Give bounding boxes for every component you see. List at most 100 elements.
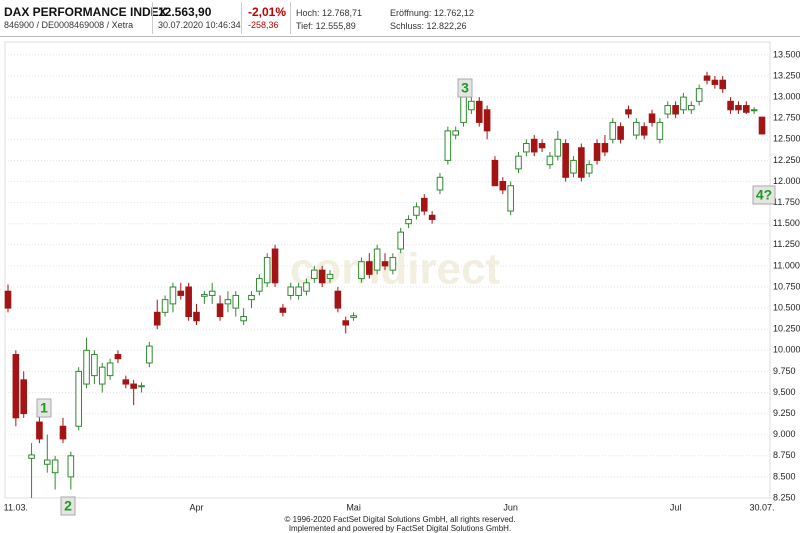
candle-body: [193, 311, 200, 322]
quote-header: DAX PERFORMANCE INDEX 846900 / DE0008469…: [0, 0, 800, 37]
day-low: Tief: 12.555,89: [296, 21, 356, 31]
candle-body: [295, 286, 302, 296]
candle-body: [216, 303, 224, 318]
candle-body: [609, 121, 617, 140]
x-tick-label: 11.03.: [4, 502, 28, 512]
candle-body: [491, 159, 499, 187]
candle-body: [554, 138, 562, 157]
candle-body: [688, 105, 695, 111]
candle-body: [153, 311, 161, 326]
candle-body: [12, 354, 20, 419]
candle-body: [51, 459, 59, 474]
x-tick-label: 30.07.: [749, 502, 774, 512]
y-tick-label: 9.250: [773, 408, 796, 418]
candle-body: [436, 176, 444, 191]
x-tick-label: Jul: [670, 502, 682, 512]
candle-body: [397, 231, 405, 250]
candle-body: [546, 155, 554, 166]
x-tick-label: Jun: [503, 502, 518, 512]
candle-body: [67, 455, 75, 478]
y-tick-label: 10.250: [773, 324, 800, 334]
y-tick-label: 11.750: [773, 197, 800, 207]
candle-body: [75, 370, 82, 427]
y-tick-label: 12.500: [773, 134, 800, 144]
y-tick-label: 8.500: [773, 471, 796, 481]
candle-body: [91, 354, 98, 377]
candle-body: [83, 349, 90, 385]
candle-body: [334, 290, 342, 309]
day-open: Eröffnung: 12.762,12: [390, 8, 474, 18]
candle-body: [562, 143, 569, 178]
candle-body: [208, 290, 216, 296]
y-tick-label: 8.250: [773, 492, 796, 502]
candle-body: [389, 256, 397, 271]
candle-body: [475, 100, 483, 123]
candle-body: [122, 379, 130, 385]
price: 12.563,90: [158, 5, 212, 19]
candle-body: [640, 126, 648, 136]
index-ids: 846900 / DE0008469008 / Xetra: [4, 20, 134, 30]
y-tick-label: 13.000: [773, 91, 800, 101]
candle-body: [342, 320, 350, 326]
candle-body: [201, 294, 208, 297]
y-tick-label: 11.250: [773, 239, 800, 249]
candle-body: [4, 290, 12, 309]
y-tick-label: 10.000: [773, 345, 800, 355]
plot-frame: [4, 41, 771, 499]
candle-body: [515, 155, 522, 170]
candle-body: [365, 261, 373, 275]
y-tick-label: 9.750: [773, 366, 796, 376]
candle-body: [271, 248, 279, 284]
candle-body: [287, 286, 295, 296]
x-tick-label: Mai: [346, 502, 361, 512]
candle-body: [593, 143, 601, 161]
candle-body: [680, 96, 687, 111]
y-tick-label: 11.500: [773, 218, 800, 228]
candle-body: [36, 421, 43, 440]
y-tick-label: 9.500: [773, 387, 796, 397]
candle-body: [711, 79, 719, 85]
wave-marker-box: [457, 78, 473, 98]
candle-body: [578, 147, 585, 178]
candle-body: [633, 121, 640, 136]
candle-body: [648, 113, 656, 123]
candle-body: [318, 269, 326, 284]
candle-body: [161, 299, 169, 313]
candle-body: [240, 316, 247, 322]
candle-body: [758, 116, 766, 135]
y-tick-label: 11.000: [773, 260, 800, 270]
candle-body: [311, 269, 318, 280]
day-high: Hoch: 12.768,71: [296, 8, 363, 18]
candle-body: [420, 197, 428, 212]
change-pct: -2,01%: [248, 5, 287, 19]
candle-body: [106, 362, 114, 377]
candle-body: [263, 256, 271, 284]
candle-body: [59, 425, 67, 440]
candle-body: [727, 100, 734, 111]
candle-body: [656, 121, 664, 140]
candle-body: [405, 218, 412, 225]
candle-body: [672, 105, 679, 115]
candle-body: [114, 354, 122, 360]
candle-body: [530, 138, 538, 153]
candle-body: [413, 206, 420, 216]
wave-marker: 1: [40, 400, 48, 416]
candle-body: [224, 299, 232, 305]
candle-body: [428, 214, 436, 220]
y-tick-label: 9.000: [773, 429, 796, 439]
candle-body: [507, 185, 514, 212]
candle-body: [750, 109, 758, 112]
candle-body: [735, 105, 742, 111]
candle-body: [664, 105, 672, 115]
candle-body: [460, 96, 467, 123]
index-name: DAX PERFORMANCE INDEX: [4, 5, 167, 19]
y-tick-label: 12.000: [773, 176, 800, 186]
candle-body: [625, 109, 632, 115]
candle-body: [570, 159, 577, 174]
wave-marker: 4?: [756, 187, 772, 203]
candle-body: [256, 278, 263, 292]
candle-body: [169, 286, 177, 305]
candle-body: [20, 379, 28, 415]
